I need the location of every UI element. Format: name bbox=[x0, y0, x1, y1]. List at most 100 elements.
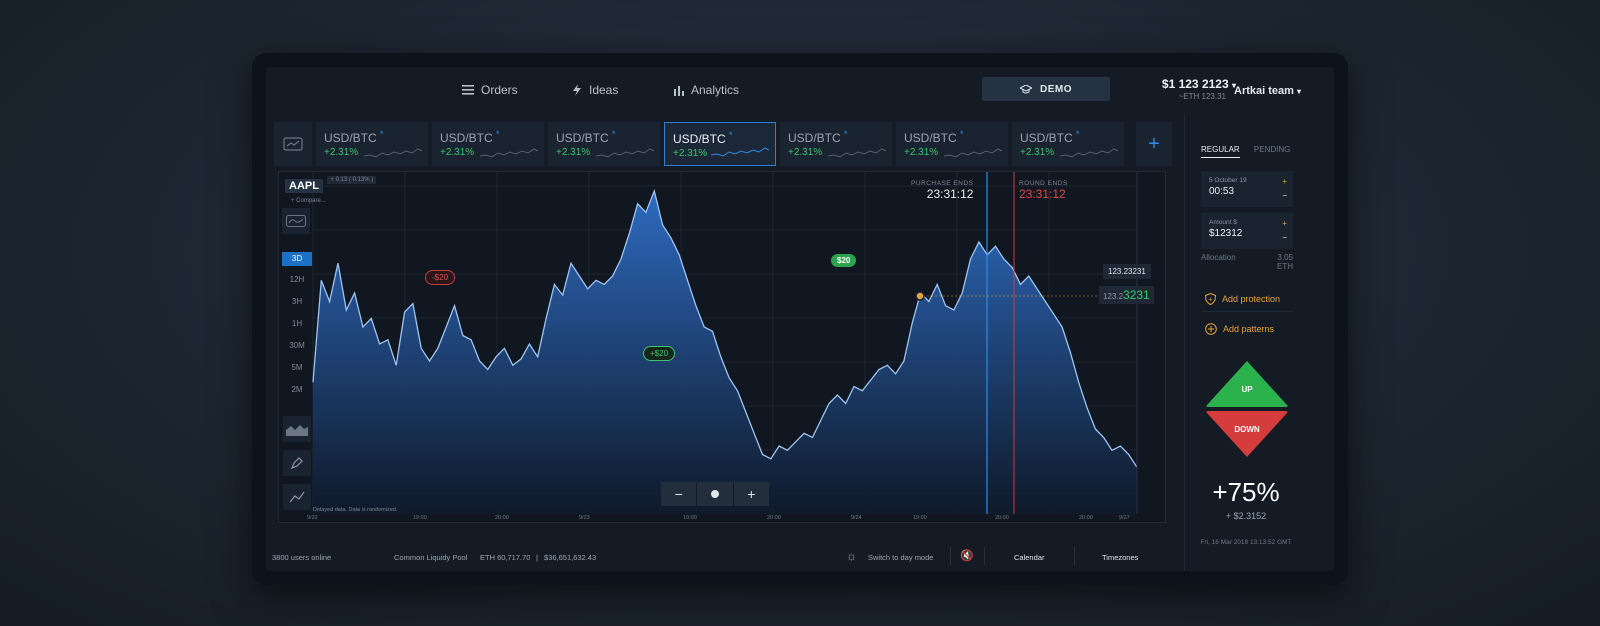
timeframe-3d[interactable]: 3D bbox=[282, 252, 312, 266]
line-chart-icon bbox=[286, 215, 306, 227]
asset-list-button[interactable] bbox=[274, 122, 312, 166]
price-area bbox=[313, 191, 1137, 514]
down-button[interactable]: DOWN bbox=[1205, 409, 1289, 459]
timeframe-5m[interactable]: 5M bbox=[291, 363, 303, 372]
timeframe-1h[interactable]: 1H bbox=[291, 319, 303, 328]
calendar-link[interactable]: Calendar bbox=[1014, 553, 1045, 562]
zoom-out-button[interactable]: − bbox=[661, 482, 698, 506]
mute-icon[interactable]: 🔇 bbox=[960, 550, 974, 562]
asset-tab-pair: USD/BTC bbox=[324, 131, 377, 145]
timeframe-12h[interactable]: 12H bbox=[289, 275, 305, 284]
entry-marker bbox=[915, 291, 925, 301]
x-tick: 9/23 bbox=[579, 515, 590, 521]
sun-icon: ☼ bbox=[846, 549, 857, 563]
x-tick: 9/27 bbox=[1119, 515, 1130, 521]
asset-tab-pair: USD/BTC bbox=[440, 131, 493, 145]
expiry-field[interactable]: 5 October 19 00:53 + − bbox=[1201, 171, 1293, 207]
asset-tab-change: +2.31% bbox=[904, 147, 939, 158]
star-icon: * bbox=[380, 129, 384, 139]
amount-stepper[interactable]: + − bbox=[1282, 217, 1287, 245]
divider bbox=[1074, 547, 1075, 565]
price-chart[interactable]: AAPL + 0.13 ( 0.13% ) + Compare... 3D 12… bbox=[278, 171, 1166, 523]
asset-tab[interactable]: USD/BTC * +2.31% bbox=[896, 122, 1008, 166]
area-style-button[interactable] bbox=[283, 416, 311, 442]
plus-icon[interactable]: + bbox=[1282, 177, 1287, 186]
purchase-ends: PURCHASE ENDS 23:31:12 bbox=[911, 180, 973, 201]
area-chart-icon bbox=[286, 425, 308, 436]
pool-eth: ETH 60,717.70 bbox=[480, 553, 531, 562]
trade-marker-active[interactable]: $20 bbox=[831, 254, 857, 267]
chart-canvas bbox=[312, 172, 1138, 514]
divider bbox=[984, 547, 985, 565]
day-mode-toggle[interactable]: Switch to day mode bbox=[868, 553, 934, 562]
add-protection-button[interactable]: + Add protection bbox=[1205, 293, 1280, 305]
trade-marker-loss[interactable]: -$20 bbox=[425, 270, 456, 285]
plus-circle-icon bbox=[1205, 323, 1217, 335]
left-toolbar bbox=[282, 208, 312, 238]
zoom-reset-button[interactable] bbox=[697, 482, 734, 506]
price-tag: 123.23231 bbox=[1103, 264, 1151, 279]
lightning-icon bbox=[573, 84, 581, 96]
minus-icon[interactable]: − bbox=[1282, 191, 1287, 200]
nav-ideas-label: Ideas bbox=[589, 83, 619, 97]
zoom-in-button[interactable]: + bbox=[747, 486, 756, 502]
symbol-label[interactable]: AAPL + 0.13 ( 0.13% ) bbox=[285, 176, 377, 194]
balance-dropdown[interactable]: $1 123 2123 ▾ ~ETH 123.31 bbox=[1118, 77, 1236, 101]
asset-tab[interactable]: USD/BTC * +2.31% bbox=[1012, 122, 1124, 166]
amount-field[interactable]: Amount $ $12312 + − bbox=[1201, 213, 1293, 249]
asset-tab-change: +2.31% bbox=[324, 147, 359, 158]
add-patterns-button[interactable]: Add patterns bbox=[1205, 323, 1274, 335]
timeframe-3h[interactable]: 3H bbox=[291, 297, 303, 306]
asset-tab-pair: USD/BTC bbox=[556, 131, 609, 145]
sparkline bbox=[480, 148, 538, 158]
timeframe-30m[interactable]: 30M bbox=[289, 341, 305, 350]
sparkline bbox=[1060, 148, 1118, 158]
asset-tab[interactable]: USD/BTC * +2.31% bbox=[432, 122, 544, 166]
plus-icon[interactable]: + bbox=[1282, 219, 1287, 228]
timeframe-2m[interactable]: 2M bbox=[291, 385, 303, 394]
chart-type-button[interactable] bbox=[282, 208, 310, 234]
trendline-tool-button[interactable] bbox=[283, 484, 311, 510]
timezones-link[interactable]: Timezones bbox=[1102, 553, 1139, 562]
payout-amount: + $2.3152 bbox=[1225, 511, 1267, 521]
minus-icon[interactable]: − bbox=[1282, 233, 1287, 242]
star-icon: * bbox=[1076, 129, 1080, 139]
trade-marker-profit[interactable]: +$20 bbox=[643, 346, 676, 361]
x-tick: 19:00 bbox=[683, 515, 697, 521]
current-price-tag: 123.23231 bbox=[1099, 286, 1154, 304]
star-icon: * bbox=[960, 129, 964, 139]
balance-amount: $1 123 2123 bbox=[1161, 77, 1229, 91]
up-triangle-icon bbox=[1206, 361, 1288, 407]
chevron-down-icon: ▾ bbox=[1231, 81, 1236, 90]
asset-tab[interactable]: USD/BTC * +2.31% bbox=[548, 122, 660, 166]
status-bar: 3800 users online Common Liquidy Pool ET… bbox=[266, 541, 1176, 571]
add-tab-button[interactable]: + bbox=[1136, 122, 1172, 166]
draw-tool-button[interactable] bbox=[283, 450, 311, 476]
team-dropdown[interactable]: Artkai team ▾ bbox=[1234, 85, 1301, 97]
divider bbox=[950, 547, 951, 565]
nav-analytics[interactable]: Analytics bbox=[674, 83, 739, 97]
tab-pending[interactable]: PENDING bbox=[1253, 145, 1291, 154]
plus-icon: + bbox=[1148, 132, 1160, 155]
expiry-stepper[interactable]: + − bbox=[1282, 175, 1287, 203]
compare-button[interactable]: + Compare... bbox=[291, 198, 326, 204]
tab-regular[interactable]: REGULAR bbox=[1201, 145, 1240, 158]
asset-tab-change: +2.31% bbox=[556, 147, 591, 158]
asset-tab[interactable]: USD/BTC * +2.31% bbox=[316, 122, 428, 166]
pool-usd: $36,651,632.43 bbox=[544, 553, 597, 562]
star-icon: * bbox=[496, 129, 500, 139]
up-button[interactable]: UP bbox=[1205, 359, 1289, 409]
demo-button[interactable]: DEMO bbox=[982, 77, 1110, 101]
down-triangle-icon bbox=[1206, 411, 1288, 457]
asset-tab-active[interactable]: USD/BTC * +2.31% bbox=[664, 122, 776, 166]
nav-orders[interactable]: Orders bbox=[462, 83, 518, 97]
compare-label: Compare... bbox=[296, 198, 326, 204]
purchase-ends-time: 23:31:12 bbox=[926, 187, 974, 201]
asset-tab[interactable]: USD/BTC * +2.31% bbox=[780, 122, 892, 166]
bars-icon bbox=[674, 85, 684, 96]
allocation-label: Allocation bbox=[1201, 253, 1236, 262]
amount-label: Amount $ bbox=[1209, 219, 1237, 226]
nav-ideas[interactable]: Ideas bbox=[572, 83, 618, 97]
current-price-prefix: 123.2 bbox=[1103, 292, 1124, 301]
round-ends: ROUND ENDS 23:31:12 bbox=[1019, 180, 1068, 201]
